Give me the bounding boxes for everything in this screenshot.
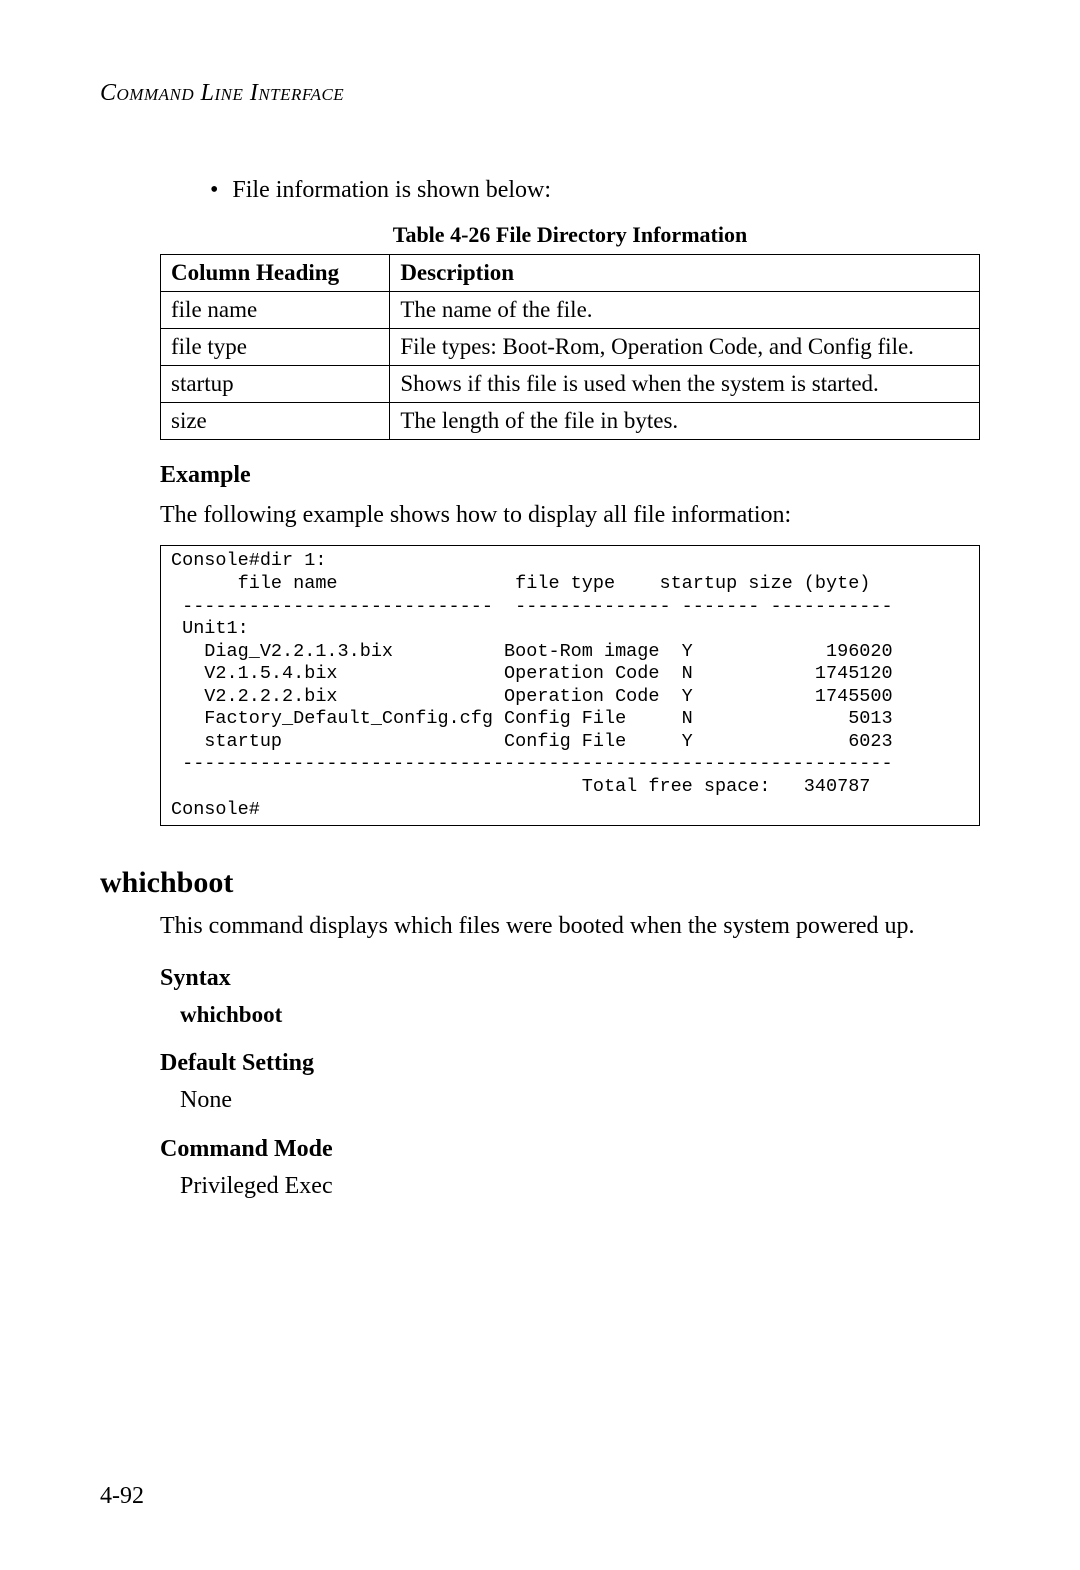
table-cell: File types: Boot-Rom, Operation Code, an… [390, 329, 980, 366]
table-header-row: Column Heading Description [161, 255, 980, 292]
table-row: size The length of the file in bytes. [161, 403, 980, 440]
whichboot-description: This command displays which files were b… [160, 910, 980, 942]
file-directory-table: Column Heading Description file name The… [160, 254, 980, 440]
table-cell: startup [161, 366, 390, 403]
table-cell: file type [161, 329, 390, 366]
whichboot-block: This command displays which files were b… [160, 910, 980, 1199]
table-caption: Table 4-26 File Directory Information [160, 222, 980, 248]
table-cell: The length of the file in bytes. [390, 403, 980, 440]
example-heading: Example [160, 462, 980, 489]
table-row: startup Shows if this file is used when … [161, 366, 980, 403]
console-output: Console#dir 1: file name file type start… [160, 545, 980, 826]
table-header-col1: Column Heading [161, 255, 390, 292]
syntax-label: Syntax [160, 965, 980, 992]
bullet-icon: • [210, 177, 218, 204]
table-header-col2: Description [390, 255, 980, 292]
table-cell: The name of the file. [390, 292, 980, 329]
command-mode-value: Privileged Exec [160, 1173, 980, 1200]
table-cell: Shows if this file is used when the syst… [390, 366, 980, 403]
bullet-text: File information is shown below: [232, 177, 551, 204]
default-setting-value: None [160, 1087, 980, 1114]
table-cell: size [161, 403, 390, 440]
bullet-item: • File information is shown below: [160, 177, 980, 204]
command-mode-label: Command Mode [160, 1136, 980, 1163]
table-row: file type File types: Boot-Rom, Operatio… [161, 329, 980, 366]
running-header: Command Line Interface [100, 80, 980, 107]
example-intro: The following example shows how to displ… [160, 499, 980, 531]
default-setting-label: Default Setting [160, 1050, 980, 1077]
syntax-command: whichboot [160, 1002, 980, 1028]
content-block: • File information is shown below: Table… [160, 177, 980, 826]
command-whichboot-heading: whichboot [100, 866, 980, 900]
page: Command Line Interface • File informatio… [0, 0, 1080, 1570]
table-cell: file name [161, 292, 390, 329]
table-row: file name The name of the file. [161, 292, 980, 329]
page-number: 4-92 [100, 1483, 144, 1510]
